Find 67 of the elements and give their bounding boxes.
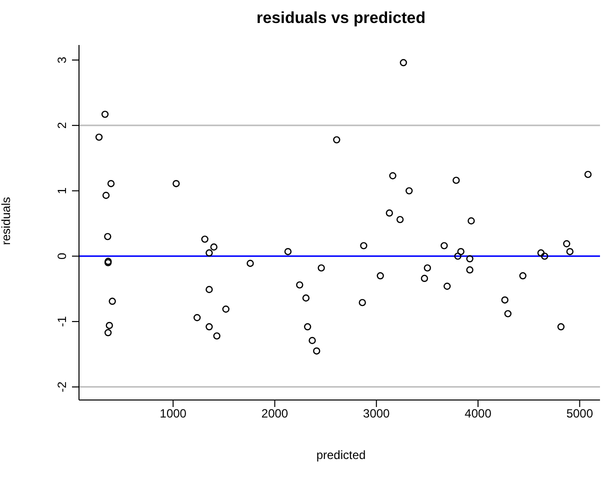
point bbox=[406, 187, 413, 194]
point bbox=[396, 216, 404, 224]
point bbox=[358, 298, 366, 306]
point bbox=[101, 110, 109, 118]
point bbox=[466, 266, 474, 274]
point bbox=[566, 248, 574, 256]
y-tick-label: 0 bbox=[55, 252, 69, 260]
point bbox=[454, 252, 462, 260]
point bbox=[424, 264, 432, 272]
point bbox=[106, 322, 113, 330]
point bbox=[206, 286, 213, 294]
point bbox=[107, 180, 115, 188]
point bbox=[313, 347, 320, 355]
point bbox=[457, 248, 464, 256]
point bbox=[172, 180, 180, 188]
point bbox=[194, 314, 201, 322]
point bbox=[452, 176, 460, 184]
point bbox=[213, 332, 220, 340]
point bbox=[308, 336, 316, 344]
point bbox=[468, 217, 475, 224]
y-tick-label: 1 bbox=[55, 187, 69, 194]
y-tick-label: 2 bbox=[55, 122, 69, 129]
point bbox=[537, 249, 545, 256]
y-tick-label: -1 bbox=[55, 316, 69, 327]
point bbox=[519, 272, 526, 280]
point bbox=[389, 172, 396, 180]
point bbox=[504, 310, 512, 318]
point bbox=[318, 264, 325, 272]
point bbox=[104, 329, 112, 336]
point bbox=[246, 260, 254, 267]
y-axis-title: residuals bbox=[0, 196, 14, 246]
x-tick-label: 2000 bbox=[261, 406, 288, 421]
point bbox=[222, 306, 230, 313]
point bbox=[386, 209, 394, 217]
point bbox=[102, 192, 110, 199]
point bbox=[108, 298, 116, 305]
point bbox=[201, 236, 208, 243]
x-tick-label: 4000 bbox=[464, 406, 492, 421]
point bbox=[501, 296, 508, 304]
x-tick-label: 3000 bbox=[363, 406, 390, 421]
point bbox=[541, 252, 548, 260]
x-axis-title: predicted bbox=[315, 448, 367, 462]
point bbox=[284, 248, 292, 256]
point bbox=[376, 272, 384, 280]
point bbox=[333, 136, 340, 144]
x-tick-label: 5000 bbox=[566, 406, 594, 421]
point bbox=[206, 249, 213, 256]
point bbox=[584, 170, 592, 178]
point bbox=[104, 232, 112, 240]
point bbox=[296, 281, 304, 289]
point bbox=[360, 242, 368, 250]
y-tick-label: 3 bbox=[55, 56, 69, 64]
point bbox=[420, 274, 428, 282]
y-tick-label: -2 bbox=[55, 381, 69, 392]
point bbox=[206, 323, 213, 330]
point bbox=[400, 59, 408, 66]
point bbox=[563, 240, 570, 248]
x-tick-label: 1000 bbox=[160, 406, 187, 421]
point bbox=[95, 134, 103, 141]
point bbox=[440, 242, 448, 250]
point bbox=[466, 255, 474, 262]
chart-title: residuals vs predicted bbox=[256, 10, 426, 28]
point bbox=[444, 282, 451, 290]
point bbox=[304, 323, 312, 330]
point bbox=[302, 294, 310, 302]
point bbox=[557, 323, 565, 330]
point bbox=[210, 243, 218, 251]
